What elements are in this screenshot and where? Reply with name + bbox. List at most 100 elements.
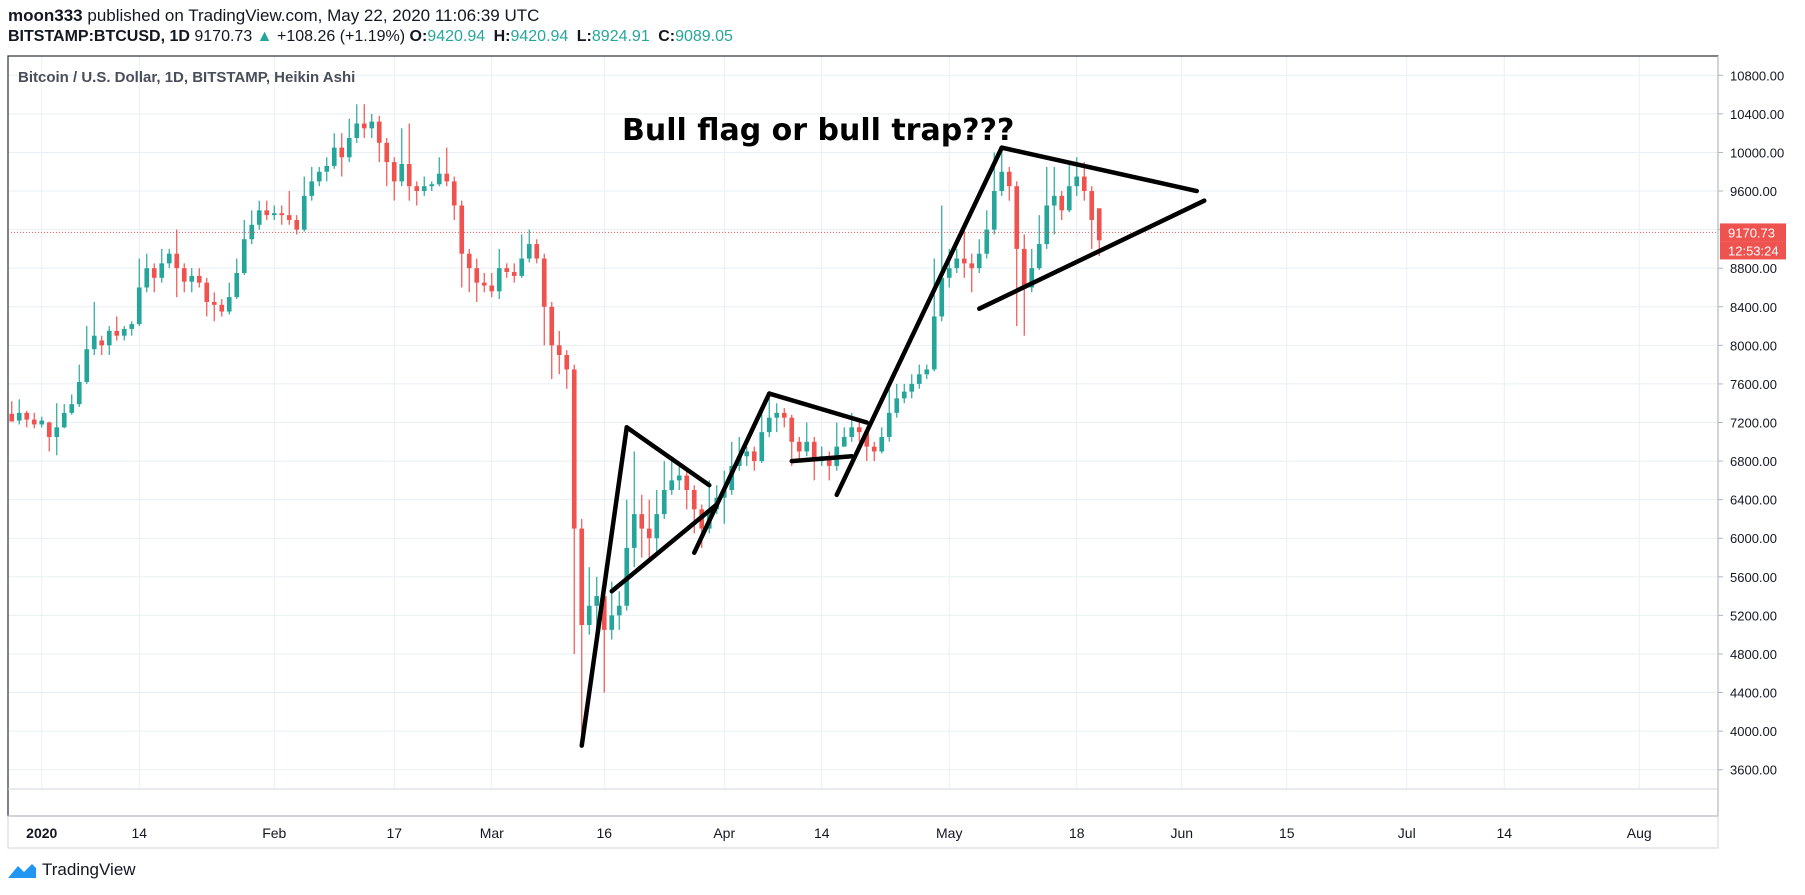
candle [204,277,210,317]
candle [579,518,585,746]
candle [1036,215,1042,271]
candle-body [54,427,60,437]
candle [1006,166,1012,201]
candle [174,229,180,298]
countdown-tag-label: 12:53:24 [1728,243,1779,258]
candle-body [459,205,465,254]
candle [1081,162,1087,201]
candle [121,326,127,341]
candle-body [241,239,247,274]
candle-body [826,456,832,466]
time-axis-labels: 2020 14 Feb 17 Mar 16 Apr 14 May 18 Jun 15 Jul 14 Aug [26,825,1652,841]
candle-body [886,412,892,437]
candle-body [999,171,1005,192]
publish-info: moon333 published on TradingView.com, Ma… [8,6,539,26]
candle-body [961,258,967,264]
time-tick-label: 14 [1496,825,1512,841]
price-tick-label: 10000.00 [1730,145,1784,160]
candle [136,258,142,327]
candle [954,248,960,274]
candle-body [106,330,112,346]
candle [886,388,892,442]
candle-body [391,162,397,182]
candle-body [406,164,412,187]
candle [894,383,900,418]
candle [564,350,570,389]
candle-body [939,277,945,317]
candle-body [69,404,75,413]
candle [781,408,787,428]
candle [639,494,645,558]
candle-body [519,258,525,276]
trendline-drawings[interactable] [579,145,1207,748]
time-tick-label: Mar [480,825,504,841]
price-tick-label: 10400.00 [1730,107,1784,122]
candle [361,104,367,138]
price-tick-label: 6000.00 [1730,531,1777,546]
candle-body [541,258,547,307]
candle-body [796,441,802,452]
annotation-text[interactable]: Bull flag or bull trap??? [622,113,1014,148]
candle [444,147,450,187]
candle-body [946,268,952,278]
candle-body [1074,176,1080,187]
candle-body [309,181,315,196]
candle-body [931,316,937,370]
candle [901,383,907,404]
candle-body [969,263,975,269]
candle [69,394,75,415]
candle [939,205,945,322]
trendline [609,502,719,594]
candle-body [189,275,195,282]
candle [916,364,922,389]
candle-body [571,369,577,529]
price-axis-labels: 10800.0010400.0010000.009600.009200.0088… [1718,68,1784,778]
time-tick-label: 14 [814,825,830,841]
time-tick-label: 16 [596,825,612,841]
candle [406,123,412,201]
tradingview-footer[interactable]: TradingView [8,860,136,880]
candle [1014,181,1020,327]
candle-body [661,490,667,515]
candle-body [586,605,592,626]
candle [421,176,427,196]
author-name[interactable]: moon333 [8,6,83,25]
candle [751,446,757,471]
candle [1089,186,1095,249]
candle-body [466,253,472,269]
price-tick-label: 4400.00 [1730,686,1777,701]
countdown-tag [1720,241,1786,260]
candle-body [226,297,232,312]
candle-body [369,121,375,129]
candle-body [601,596,607,630]
candle-body [361,123,367,129]
candle [24,410,30,428]
candle-body [901,391,907,399]
time-tick-label: Aug [1627,825,1652,841]
candle [1066,162,1072,213]
candle-body [414,186,420,192]
candle [1051,166,1057,235]
candle [534,239,540,264]
candle-body [24,412,30,420]
candle [339,133,345,177]
symbol-label: BITSTAMP:BTCUSD, 1D [8,28,190,45]
candle [969,253,975,293]
candle-body [924,369,930,375]
candle-body [526,244,532,259]
candle [661,461,667,519]
candle [189,268,195,293]
trendline [834,145,1004,498]
trendline [767,391,869,425]
candle-body [256,210,262,225]
candle-body [684,475,690,491]
trendline [999,145,1199,194]
low-label: L: [576,28,592,45]
candle-body [91,335,97,350]
price-change: +108.26 (+1.19%) [276,28,406,45]
candle-body [564,354,570,370]
candle [331,133,337,169]
candle [301,176,307,232]
candle [796,436,802,462]
